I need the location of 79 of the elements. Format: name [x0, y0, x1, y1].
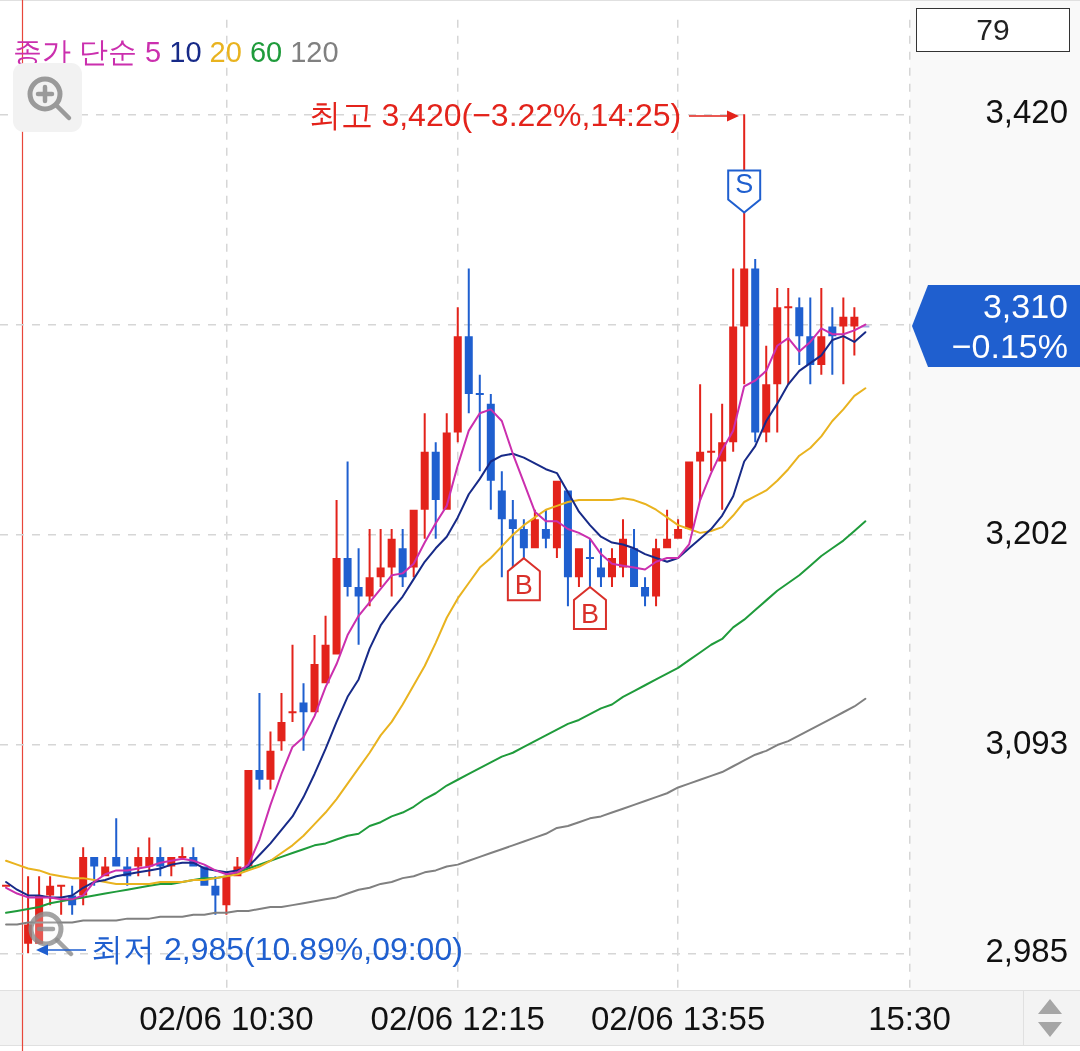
candlestick: [310, 635, 319, 713]
candlestick: [387, 529, 396, 597]
candlestick: [585, 538, 594, 587]
text: 20: [209, 35, 242, 68]
candlestick: [365, 529, 374, 607]
y-tick-label: 3,202: [985, 513, 1068, 551]
text-field: 79: [916, 8, 1070, 52]
candlestick: [255, 692, 264, 790]
candlestick: [530, 509, 539, 549]
candlestick: [442, 413, 451, 510]
candlestick: [729, 268, 738, 452]
candlestick: [24, 876, 33, 954]
candlestick: [850, 307, 859, 356]
candlestick: [828, 307, 837, 375]
candlestick: [354, 548, 363, 645]
candlestick: [376, 529, 385, 587]
candlestick: [652, 538, 661, 607]
candlestick: [674, 519, 683, 539]
candlestick: [134, 847, 143, 877]
candlestick: [112, 818, 121, 867]
data-label: B: [514, 570, 533, 601]
candlestick: [321, 615, 330, 684]
candlestick: [277, 692, 286, 751]
y-tick-label: 3,093: [985, 724, 1068, 762]
candlestick: [541, 509, 550, 549]
candlestick: [46, 876, 55, 906]
candlestick: [685, 461, 694, 530]
candlestick: [343, 461, 352, 597]
candlestick: [696, 384, 705, 501]
x-tick-label: 02/06 13:55: [590, 999, 766, 1037]
candlestick: [453, 307, 462, 443]
candlestick: [486, 393, 495, 510]
text: 10: [169, 35, 202, 68]
candlestick: [839, 297, 848, 385]
candlestick: [464, 268, 473, 414]
y-tick-label: 2,985: [985, 932, 1068, 970]
annotation: 최저 2,985(10.89%,09:00): [91, 931, 463, 968]
candlestick: [751, 258, 760, 443]
candlestick: [641, 577, 650, 607]
candlestick: [563, 490, 572, 607]
text: 120: [290, 35, 339, 68]
candlestick: [398, 529, 407, 587]
candlestick: [784, 287, 793, 385]
text: 60: [249, 35, 283, 68]
candlestick: [795, 297, 804, 366]
candlestick: [552, 480, 561, 558]
candlestick: [519, 519, 528, 558]
candlestick: [266, 731, 275, 790]
candlestick: [222, 876, 231, 915]
candlestick: [762, 345, 771, 443]
candlestick: [211, 876, 220, 915]
x-tick-label: 15:30: [868, 999, 951, 1037]
candlestick: [431, 442, 440, 539]
candlestick: [630, 529, 639, 587]
candlestick: [475, 374, 484, 472]
candlestick: [497, 471, 506, 578]
candlestick: [420, 413, 429, 539]
candlestick: [299, 683, 308, 751]
candlestick: [508, 500, 517, 568]
candlestick: [707, 413, 716, 472]
candlestick: [773, 287, 782, 433]
text: 5: [145, 35, 162, 68]
candlestick: [90, 856, 99, 886]
candlestick: [244, 770, 253, 867]
candlestick: [288, 644, 297, 722]
candlestick: [574, 548, 583, 587]
y-tick-label: 3,420: [985, 93, 1068, 131]
candlestick: [178, 847, 187, 858]
data-label: B: [580, 599, 599, 630]
candlestick: [596, 548, 605, 587]
x-tick-label: 02/06 10:30: [139, 999, 314, 1037]
annotation: 최고 3,420(−3.22%,14:25): [308, 97, 682, 134]
candlestick: [817, 287, 826, 375]
x-tick-label: 02/06 12:15: [370, 999, 545, 1037]
candlestick: [663, 509, 672, 549]
data-label: S: [735, 169, 754, 200]
candlestick: [2, 884, 11, 887]
candlestick: [332, 500, 341, 655]
candlestick: [409, 509, 418, 578]
